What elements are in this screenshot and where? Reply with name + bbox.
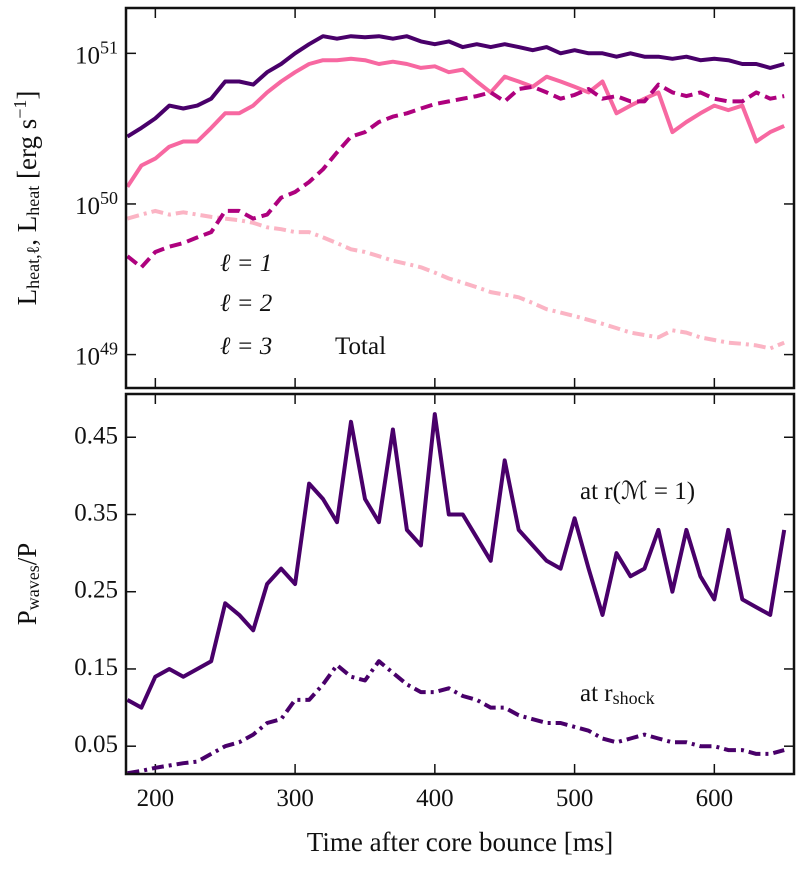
series-line <box>126 56 786 188</box>
x-tick-label: 500 <box>556 785 594 812</box>
series-label: Total <box>335 333 386 360</box>
y-tick-label: 0.35 <box>74 499 118 526</box>
y-axis-label: Lheat,ℓ, Lheat [erg s−1] <box>10 91 43 306</box>
y-tick-label: 0.05 <box>74 731 118 758</box>
series-line <box>126 208 785 351</box>
series-label: ℓ = 2 <box>220 290 272 317</box>
plot-frame <box>124 392 796 776</box>
y-tick-label: 1050 <box>75 188 118 220</box>
x-tick-label: 300 <box>276 785 314 812</box>
series-label: ℓ = 1 <box>220 250 272 277</box>
x-tick-label: 200 <box>137 785 175 812</box>
series-label: ℓ = 3 <box>220 333 272 360</box>
series-line <box>127 659 785 774</box>
y-tick-label: 0.15 <box>74 654 118 681</box>
series-line <box>126 34 785 139</box>
series-label: at r(ℳ = 1) <box>580 478 695 505</box>
x-tick-label: 600 <box>696 785 734 812</box>
y-tick-label: 0.45 <box>74 422 118 449</box>
series-line <box>126 82 785 270</box>
x-tick-label: 400 <box>416 785 454 812</box>
plot-frame <box>124 6 796 390</box>
series-line <box>126 412 787 710</box>
y-tick-label: 1049 <box>75 339 118 371</box>
y-tick-label: 1051 <box>75 37 118 69</box>
y-tick-label: 0.25 <box>74 576 118 603</box>
x-axis-label: Time after core bounce [ms] <box>307 827 613 857</box>
series-label: at rshock <box>580 680 655 708</box>
y-axis-label: Pwaves/P <box>12 543 42 626</box>
